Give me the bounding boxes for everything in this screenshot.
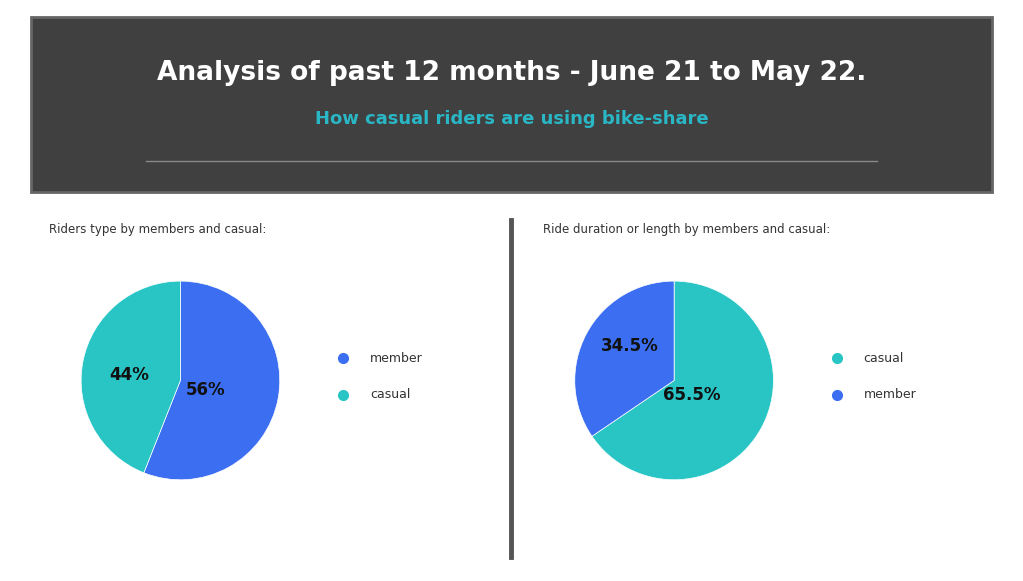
FancyBboxPatch shape bbox=[31, 17, 992, 192]
Text: The past 12 months 44% were casual rides.: The past 12 months 44% were casual rides… bbox=[101, 534, 428, 547]
Text: Riders type by members and casual:: Riders type by members and casual: bbox=[49, 223, 267, 236]
Text: How casual riders are using bike-share: How casual riders are using bike-share bbox=[315, 110, 708, 128]
Text: Ride duration or length by members and casual:: Ride duration or length by members and c… bbox=[543, 223, 831, 236]
Text: The length or duration of casual rides were 65.5%.: The length or duration of casual rides w… bbox=[568, 534, 949, 547]
Text: Analysis of past 12 months - June 21 to May 22.: Analysis of past 12 months - June 21 to … bbox=[157, 60, 866, 87]
